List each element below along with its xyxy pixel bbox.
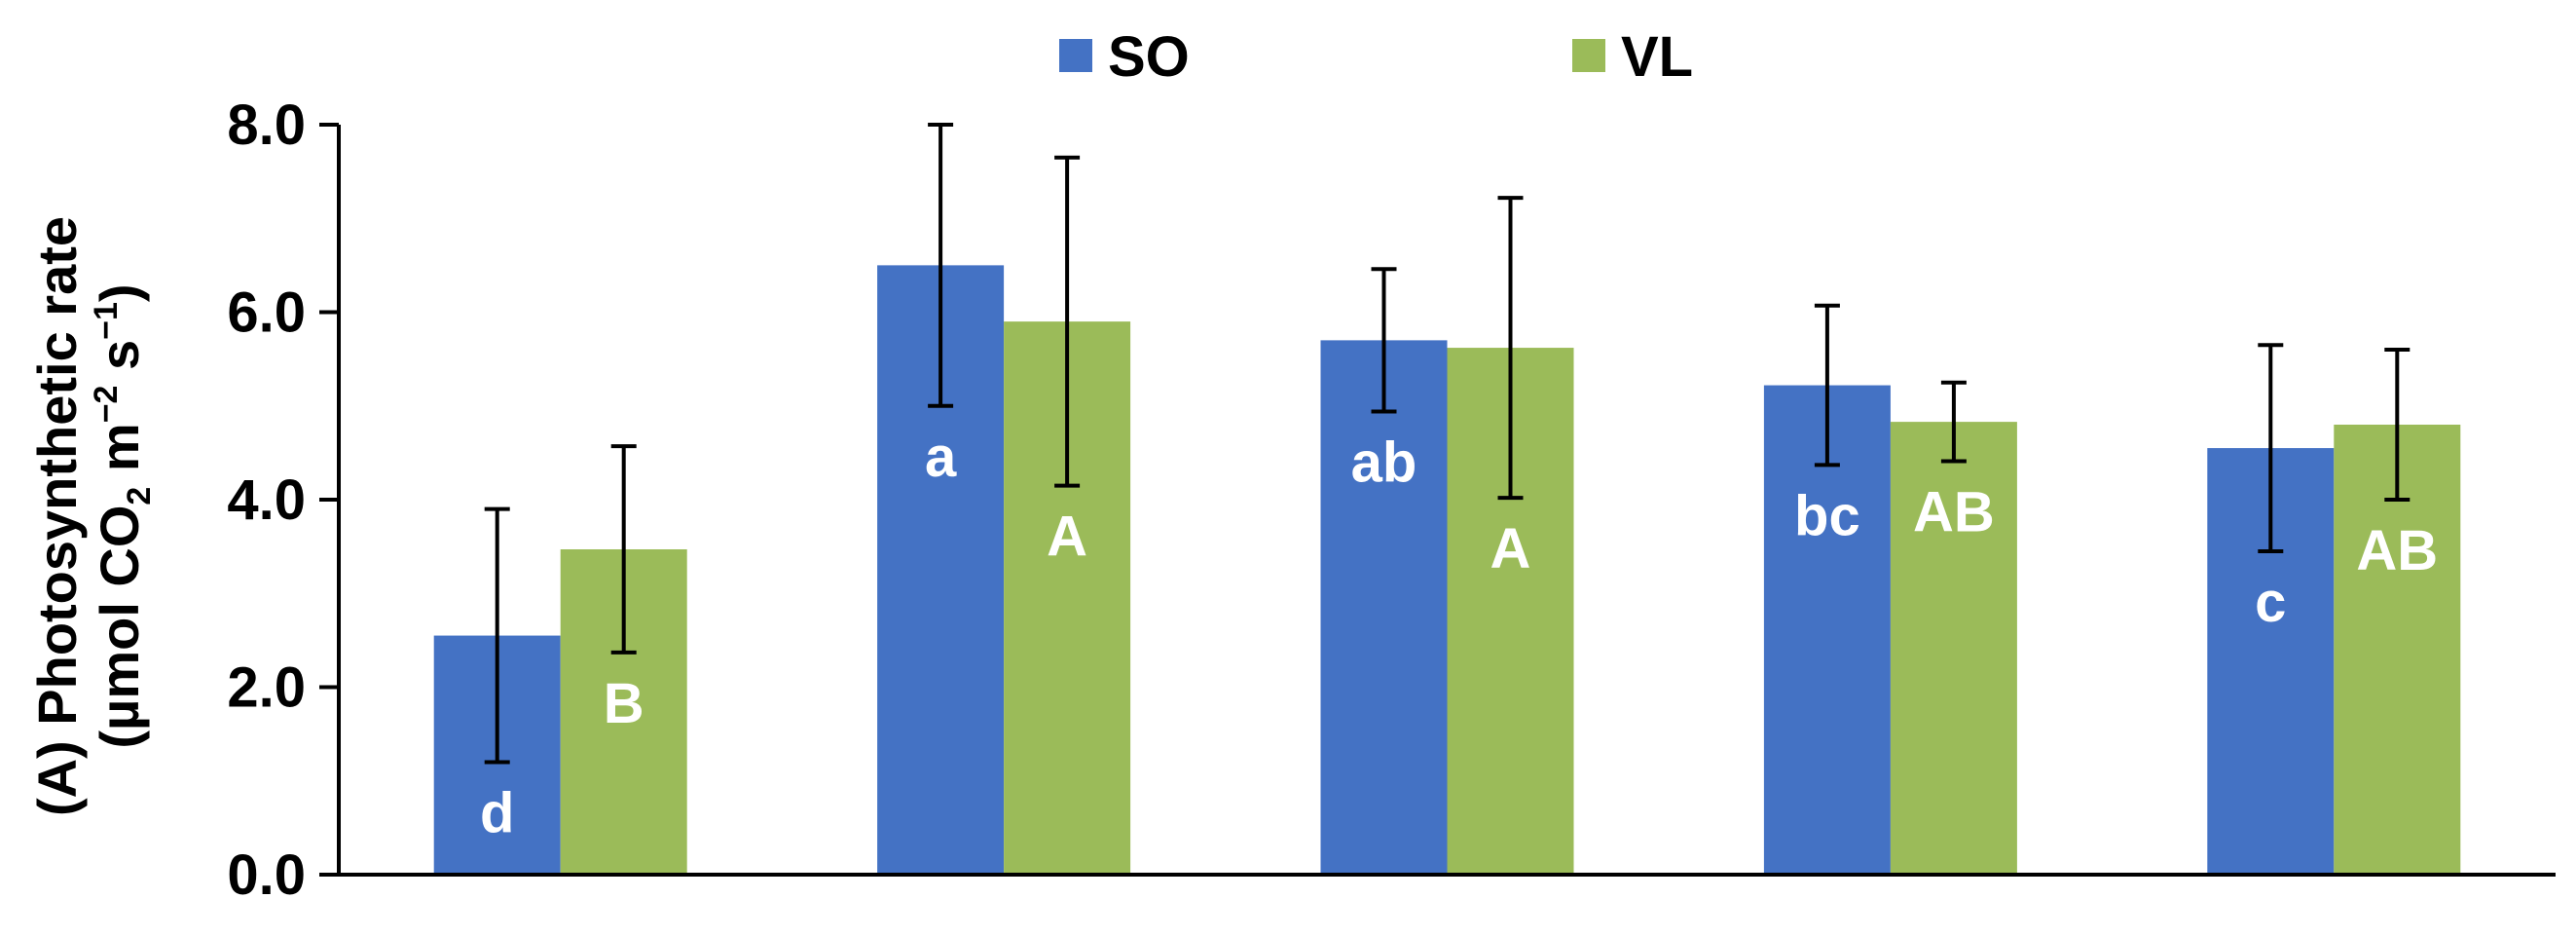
legend: SO VL [1059, 25, 1693, 89]
y-axis-title-line2: (µmol CO2 m−2 s−1) [88, 283, 158, 748]
significance-letter-vl: AB [1913, 481, 1995, 544]
significance-letter-so: ab [1351, 431, 1417, 495]
y-axis-title-units-s: s [89, 340, 150, 386]
significance-letter-vl: A [1047, 505, 1087, 569]
y-tick-label: 2.0 [227, 656, 306, 720]
y-tick-label: 6.0 [227, 281, 306, 345]
significance-letter-vl: AB [2356, 519, 2438, 582]
legend-swatch-vl [1572, 39, 1605, 72]
significance-letter-vl: B [604, 672, 644, 735]
y-axis-title: (A) Photosynthetic rate (µmol CO2 m−2 s−… [26, 216, 158, 816]
y-axis-title-units-m: m [89, 423, 150, 486]
significance-letter-so: c [2255, 571, 2286, 634]
y-tick-label: 4.0 [227, 468, 306, 532]
error-bars [484, 123, 2410, 765]
legend-label-so: SO [1108, 25, 1190, 89]
significance-letter-vl: A [1490, 517, 1531, 580]
y-tick-label: 0.0 [227, 843, 306, 907]
y-axis-ticks: 0.0 2.0 4.0 6.0 8.0 [227, 94, 339, 907]
y-tick-label: 8.0 [227, 94, 306, 157]
legend-label-vl: VL [1621, 25, 1693, 89]
bars [433, 265, 2461, 875]
significance-letter-so: a [925, 426, 957, 489]
y-axis-title-units-open: (µmol CO [89, 505, 150, 749]
legend-swatch-so [1059, 39, 1092, 72]
y-axis-title-units-close: ) [89, 283, 150, 302]
y-axis-title-line1: (A) Photosynthetic rate [26, 216, 88, 816]
bar-vl [1890, 422, 2017, 875]
significance-letter-so: bc [1794, 484, 1860, 547]
y-axis-title-sup-m: −2 [88, 386, 125, 424]
significance-letter-so: d [480, 782, 514, 845]
y-axis-title-sub-2: 2 [121, 487, 158, 505]
bar-so [1320, 340, 1448, 875]
significance-letters: d Ba Aab Abc AB c AB [480, 426, 2438, 845]
y-axis-title-sup-s: −1 [88, 302, 125, 340]
